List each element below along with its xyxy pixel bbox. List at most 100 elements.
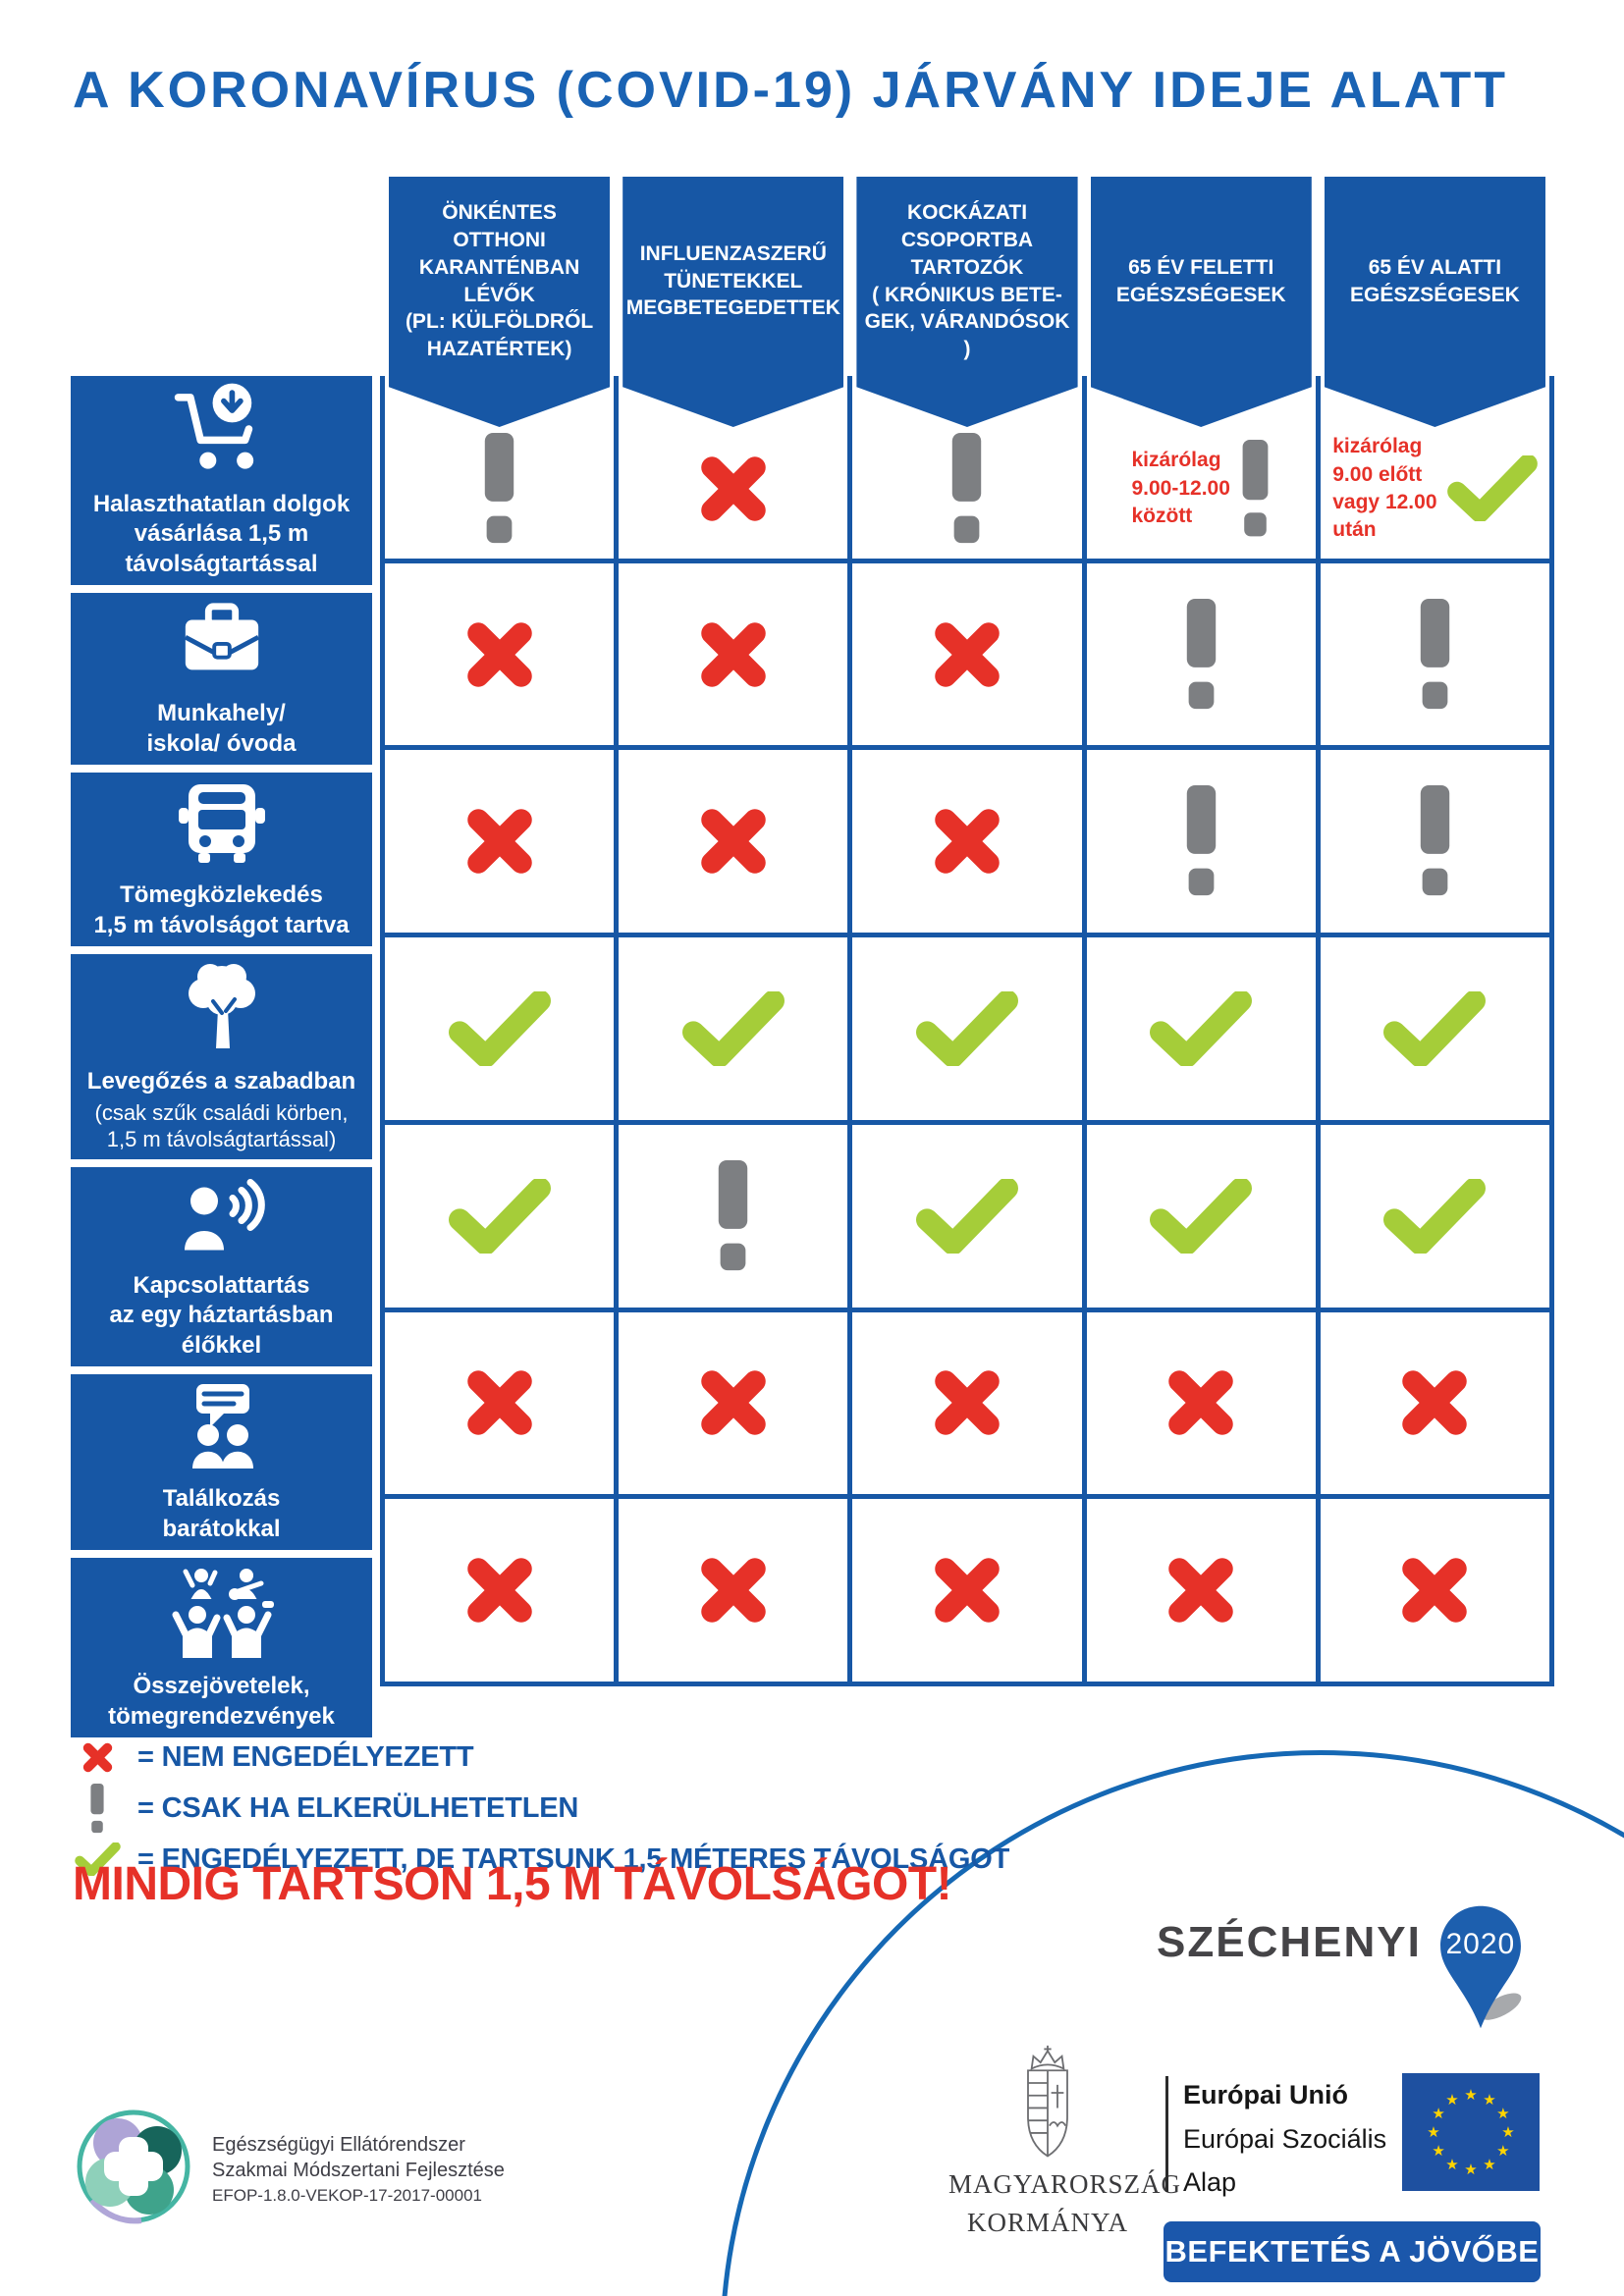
grid-cell-r2c4 <box>1086 562 1316 746</box>
row-label-subtext: (csak szűk családi körben, 1,5 m távolsá… <box>94 1099 349 1152</box>
column-header-label: ÖNKÉNTES OTTHONI KARANTÉNBAN LÉVŐK (PL: … <box>405 201 594 360</box>
cross-mark <box>461 803 538 880</box>
exclamation-mark <box>1418 785 1452 897</box>
grid-cell-r4c1 <box>385 937 615 1120</box>
cross-mark <box>929 616 1005 693</box>
column-header-2: INFLUENZASZERŰ TÜNETEKKEL MEGBETEGEDETTE… <box>623 177 844 427</box>
grid-cell-r3c2 <box>619 750 848 934</box>
exclamation-mark <box>716 1159 750 1272</box>
eu-star: ★ <box>1496 2143 1510 2160</box>
grid-cell-r2c3 <box>852 562 1082 746</box>
szechenyi-wordmark: SZÉCHENYI <box>1157 1918 1422 1966</box>
legend-item-2: = CSAK HA ELKERÜLHETETLEN <box>73 1783 1009 1834</box>
row-label-text: Levegőzés a szabadban <box>86 1068 356 1095</box>
grid-cell-r7c3 <box>852 1499 1082 1682</box>
check-mark <box>681 990 785 1066</box>
grid-cell-r1c4: kizárólag 9.00-12.00 között <box>1086 376 1316 559</box>
grid-cell-r5c2 <box>619 1124 848 1308</box>
column-headers: ÖNKÉNTES OTTHONI KARANTÉNBAN LÉVŐK (PL: … <box>380 177 1554 427</box>
eu-text-block: Európai Unió Európai Szociális Alap <box>1183 2073 1386 2205</box>
row-label-5: Kapcsolattartás az egy háztartásban élők… <box>71 1166 372 1367</box>
check-mark <box>1383 1178 1487 1254</box>
check-mark <box>448 1178 551 1254</box>
crowd-event-icon <box>168 1564 276 1659</box>
exclamation-mark <box>1240 439 1271 538</box>
cross-mark <box>1396 1364 1473 1441</box>
government-name-line2: KORMÁNYA <box>966 2208 1128 2238</box>
grid-cell-r6c4 <box>1086 1311 1316 1495</box>
column-header-3: KOCKÁZATI CSOPORTBA TARTOZÓK ( KRÓNIKUS … <box>856 177 1078 427</box>
program-code: EFOP-1.8.0-VEKOP-17-2017-00001 <box>212 2186 482 2205</box>
exclamation-mark <box>1184 785 1218 897</box>
cross-mark <box>461 616 538 693</box>
legend-item-text: = NEM ENGEDÉLYEZETT <box>137 1740 474 1773</box>
exclamation-mark <box>73 1783 122 1834</box>
eu-star: ★ <box>1483 2092 1496 2109</box>
cross-mark <box>695 451 772 527</box>
grid-cell-r6c3 <box>852 1311 1082 1495</box>
check-mark <box>448 990 551 1066</box>
eu-star: ★ <box>1445 2092 1459 2109</box>
cart-download-icon <box>171 382 273 476</box>
check-mark <box>915 1178 1018 1254</box>
decision-grid: kizárólag 9.00-12.00 között kizárólag 9.0… <box>380 376 1554 1686</box>
grid-cell-r7c2 <box>619 1499 848 1682</box>
grid-cell-r4c5 <box>1320 937 1549 1120</box>
cross-mark <box>929 803 1005 880</box>
eu-star: ★ <box>1427 2124 1440 2141</box>
cross-mark <box>929 1364 1005 1441</box>
cross-mark <box>695 1552 772 1629</box>
cross-mark <box>73 1740 122 1775</box>
legend-item-1: = NEM ENGEDÉLYEZETT <box>73 1732 1009 1783</box>
grid-cell-r6c5 <box>1320 1311 1549 1495</box>
grid-cell-r2c2 <box>619 562 848 746</box>
column-header-1: ÖNKÉNTES OTTHONI KARANTÉNBAN LÉVŐK (PL: … <box>389 177 611 427</box>
check-mark <box>1383 990 1487 1066</box>
row-label-6: Találkozás barátokkal <box>71 1374 372 1551</box>
grid-cell-r2c5 <box>1320 562 1549 746</box>
row-label-text: Munkahely/ iskola/ óvoda <box>146 700 297 757</box>
eeszmf-program-block: Egészségügyi Ellátórendszer Szakmai Móds… <box>75 2107 505 2231</box>
grid-cell-r2c1 <box>385 562 615 746</box>
row-label-text: Tömegközlekedés 1,5 m távolságot tartva <box>93 881 350 938</box>
cross-mark <box>929 1552 1005 1629</box>
investment-banner: BEFEKTETÉS A JÖVŐBE <box>1164 2221 1541 2282</box>
row-label-7: Összejövetelek, tömegrendezvények <box>71 1558 372 1738</box>
eu-star: ★ <box>1464 2162 1478 2178</box>
row-label-text: Halaszthatatlan dolgok vásárlása 1,5 m t… <box>92 491 351 577</box>
cross-mark <box>1163 1552 1239 1629</box>
eu-star: ★ <box>1432 2143 1445 2160</box>
map-pin-icon: 2020 <box>1435 1904 1526 2030</box>
grid-cell-r3c3 <box>852 750 1082 934</box>
check-mark <box>73 1842 122 1876</box>
column-header-5: 65 ÉV ALATTI EGÉSZSÉGESEK <box>1324 177 1545 427</box>
grid-cell-r7c5 <box>1320 1499 1549 1682</box>
row-labels: Halaszthatatlan dolgok vásárlása 1,5 m t… <box>71 376 372 1738</box>
briefcase-icon <box>173 599 271 685</box>
eu-star: ★ <box>1501 2124 1515 2141</box>
column-header-label: INFLUENZASZERŰ TÜNETEKKEL MEGBETEGEDETTE… <box>625 241 840 320</box>
column-header-label: 65 ÉV FELETTI EGÉSZSÉGESEK <box>1115 255 1286 306</box>
grid-cell-r3c1 <box>385 750 615 934</box>
grid-cell-r4c4 <box>1086 937 1316 1120</box>
column-header-label: 65 ÉV ALATTI EGÉSZSÉGESEK <box>1350 255 1520 306</box>
column-header-4: 65 ÉV FELETTI EGÉSZSÉGESEK <box>1090 177 1312 427</box>
eu-title: Európai Unió <box>1183 2080 1348 2109</box>
friends-chat-icon <box>173 1380 271 1470</box>
cross-mark <box>1396 1552 1473 1629</box>
eu-star: ★ <box>1464 2087 1478 2104</box>
person-speaking-icon <box>173 1173 271 1257</box>
investment-banner-label: BEFEKTETÉS A JÖVŐBE <box>1164 2234 1540 2269</box>
row-label-text: Találkozás barátokkal <box>162 1485 281 1542</box>
cross-mark <box>461 1364 538 1441</box>
check-mark <box>1446 455 1538 522</box>
legend: = NEM ENGEDÉLYEZETT = CSAK HA ELKERÜLHETE… <box>73 1732 1009 1885</box>
grid-cell-r6c1 <box>385 1311 615 1495</box>
grid-cell-r5c3 <box>852 1124 1082 1308</box>
row-label-text: Kapcsolattartás az egy háztartásban élők… <box>109 1271 334 1359</box>
legend-item-text: = ENGEDÉLYEZETT, DE TARTSUNK 1,5 MÉTERES… <box>137 1842 1010 1875</box>
program-line-1: Egészségügyi Ellátórendszer <box>212 2134 465 2156</box>
grid-cell-r7c4 <box>1086 1499 1316 1682</box>
cell-note: kizárólag 9.00-12.00 között <box>1131 449 1230 528</box>
tree-icon <box>173 960 271 1053</box>
